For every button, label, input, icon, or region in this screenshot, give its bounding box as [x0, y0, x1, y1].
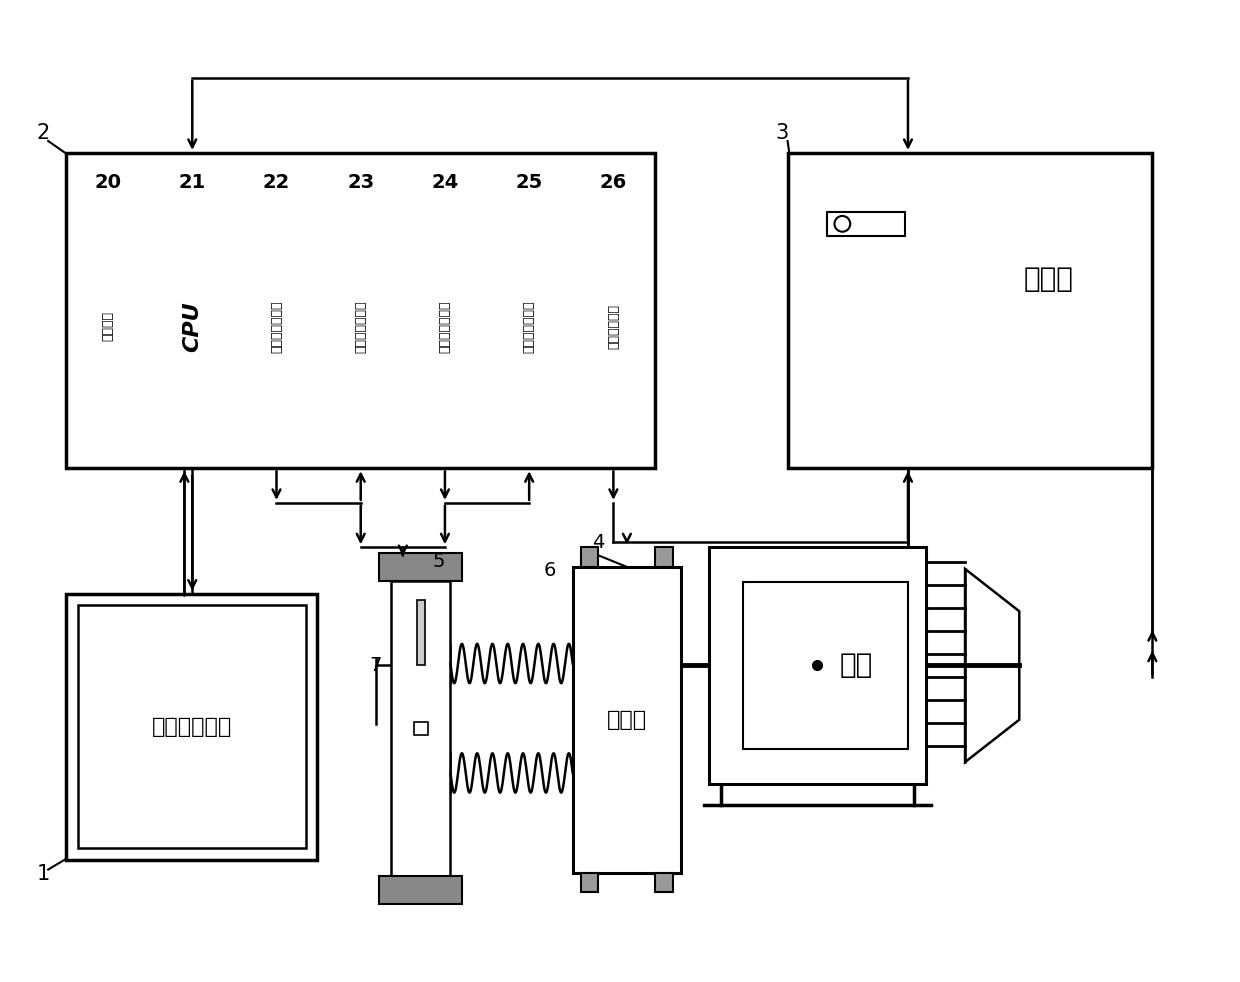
Bar — [78, 605, 305, 847]
Text: CPU: CPU — [182, 301, 202, 352]
Bar — [379, 553, 463, 580]
Text: 模拟量输入模块: 模拟量输入模块 — [439, 300, 451, 353]
Text: 数字量输入模块: 数字量输入模块 — [270, 300, 283, 353]
Bar — [656, 873, 673, 893]
Text: 变频器: 变频器 — [1023, 265, 1074, 293]
Text: 24: 24 — [432, 173, 459, 191]
Text: 26: 26 — [600, 173, 627, 191]
Text: 1: 1 — [36, 864, 50, 885]
Bar — [66, 593, 317, 859]
Text: 减速箱: 减速箱 — [606, 710, 647, 730]
Bar — [417, 600, 425, 666]
Text: 22: 22 — [263, 173, 290, 191]
Bar — [414, 722, 428, 736]
Text: 21: 21 — [179, 173, 206, 191]
Bar — [573, 567, 681, 873]
Text: 数字量输出模块: 数字量输出模块 — [355, 300, 367, 353]
Text: 通信接口模块: 通信接口模块 — [606, 303, 620, 349]
Text: 人机交互设备: 人机交互设备 — [151, 717, 232, 736]
Text: 23: 23 — [347, 173, 374, 191]
Bar — [787, 153, 1152, 468]
Text: 模拟量输出模块: 模拟量输出模块 — [523, 300, 536, 353]
Text: 6: 6 — [543, 562, 556, 580]
Bar — [709, 547, 925, 784]
Text: 电源模块: 电源模块 — [102, 311, 114, 342]
Text: 5: 5 — [433, 553, 445, 572]
Text: 4: 4 — [593, 533, 605, 552]
Text: 25: 25 — [516, 173, 543, 191]
Text: 20: 20 — [94, 173, 122, 191]
Bar — [656, 547, 673, 567]
Text: 2: 2 — [36, 123, 50, 143]
Text: 3: 3 — [776, 123, 789, 143]
Text: 电机: 电机 — [839, 651, 873, 680]
Bar — [580, 547, 599, 567]
Bar — [66, 153, 656, 468]
Text: 7: 7 — [370, 656, 382, 675]
Bar — [743, 581, 909, 749]
Bar — [379, 877, 463, 904]
Bar — [392, 580, 450, 877]
Bar — [580, 873, 599, 893]
Bar — [827, 211, 905, 236]
